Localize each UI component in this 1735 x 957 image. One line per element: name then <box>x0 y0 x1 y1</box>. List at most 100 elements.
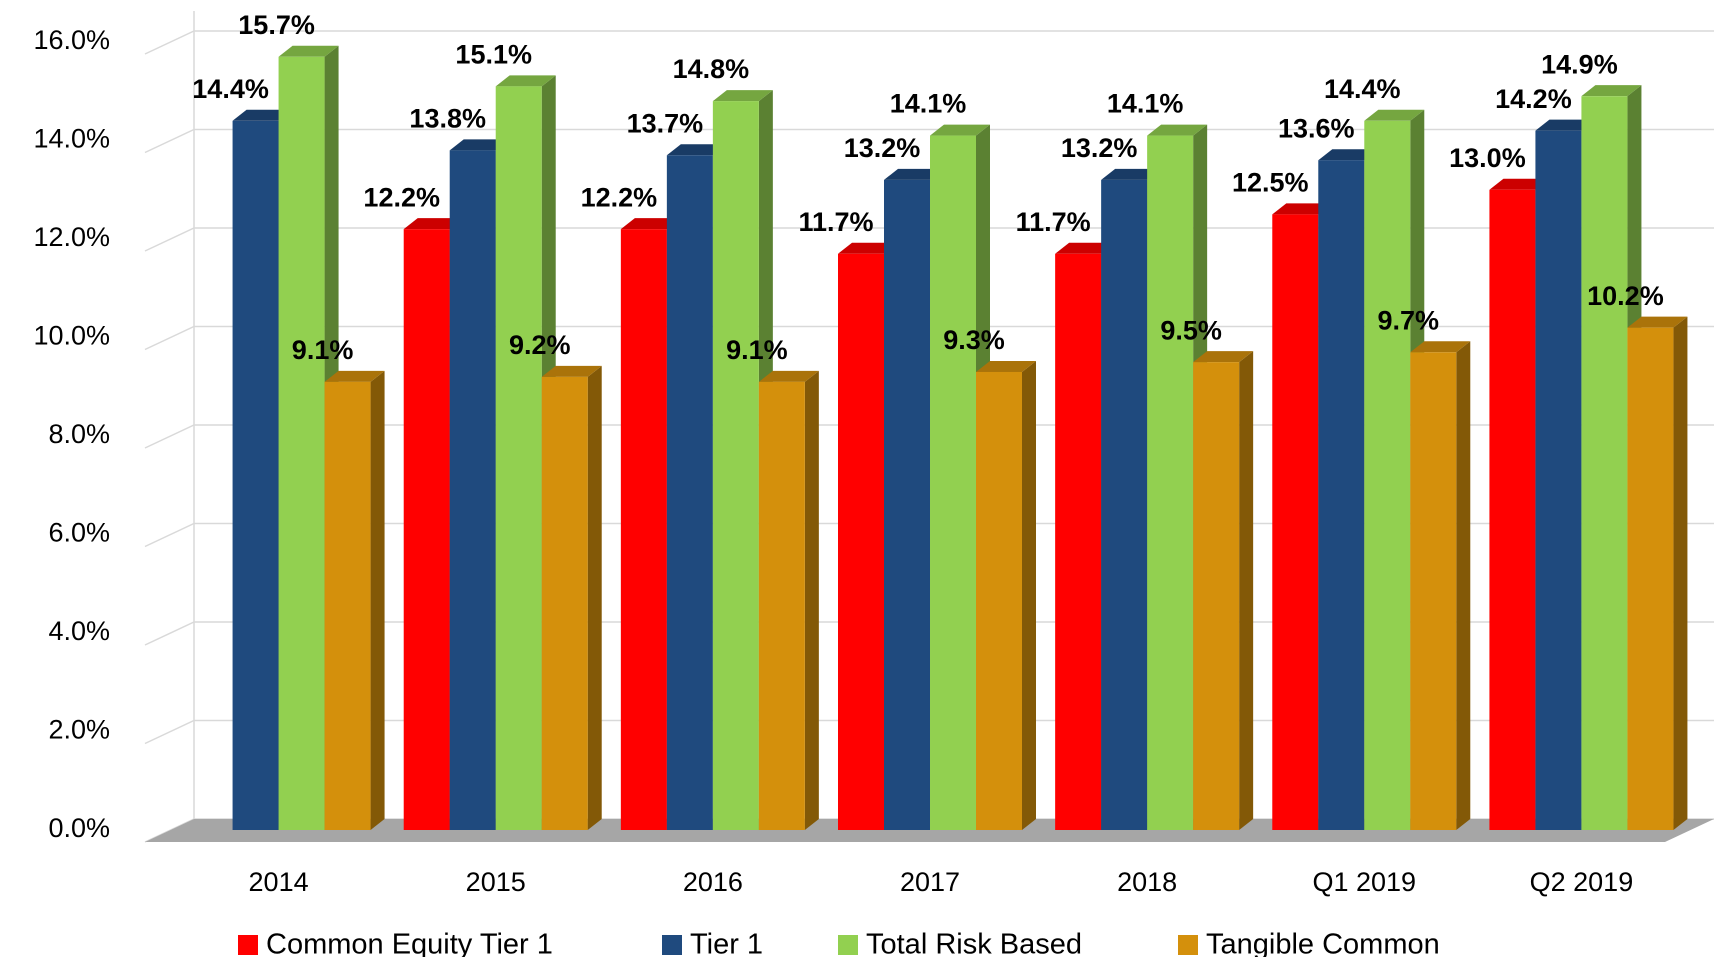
y-tick-label: 6.0% <box>48 518 110 548</box>
bar <box>1489 189 1536 830</box>
x-tick-label: Q2 2019 <box>1530 867 1634 897</box>
bar-side <box>370 370 385 830</box>
bar <box>324 381 371 830</box>
value-label: 14.4% <box>192 74 269 104</box>
bar <box>1627 327 1674 830</box>
legend-label: Common Equity Tier 1 <box>266 929 553 957</box>
legend-label: Tier 1 <box>690 929 763 957</box>
value-label: 9.7% <box>1378 305 1440 335</box>
bar <box>1364 120 1411 831</box>
value-label: 13.2% <box>844 133 921 163</box>
value-label: 13.2% <box>1061 133 1138 163</box>
bar <box>1055 253 1102 830</box>
bar-top <box>449 139 510 151</box>
value-label: 14.1% <box>1107 89 1184 119</box>
bar-top <box>1101 168 1162 180</box>
bar-side <box>1456 341 1471 830</box>
bar-top <box>1193 351 1254 363</box>
value-label: 15.7% <box>238 10 315 40</box>
bar-top <box>838 242 898 254</box>
bar <box>1535 130 1582 830</box>
grid-line <box>144 325 1714 351</box>
value-label: 13.8% <box>409 103 486 133</box>
bar-top <box>1318 149 1379 161</box>
y-tick-label: 0.0% <box>48 813 110 843</box>
value-label: 14.2% <box>1495 84 1572 114</box>
x-tick-label: 2016 <box>683 867 743 897</box>
bar-side <box>1239 351 1254 830</box>
x-tick-label: 2018 <box>1117 867 1177 897</box>
bar-top <box>884 168 944 180</box>
y-tick-label: 12.0% <box>33 222 110 252</box>
x-tick-label: Q1 2019 <box>1312 867 1416 897</box>
value-label: 14.1% <box>890 89 967 119</box>
bar-side <box>1673 316 1688 830</box>
legend-swatch <box>662 935 682 955</box>
bar <box>1581 96 1628 831</box>
legend-swatch <box>238 935 258 955</box>
grid-line <box>144 128 1714 154</box>
bar <box>758 381 805 830</box>
value-label: 14.4% <box>1324 74 1401 104</box>
bar <box>666 155 713 830</box>
bar-side <box>1022 360 1036 830</box>
legend-label: Tangible Common <box>1206 929 1440 957</box>
bar-top <box>403 218 464 230</box>
bar <box>278 56 325 830</box>
value-label: 12.2% <box>581 182 658 212</box>
value-label: 9.1% <box>292 335 354 365</box>
bar <box>976 371 1022 830</box>
value-label: 12.5% <box>1232 168 1309 198</box>
y-tick-label: 16.0% <box>33 25 110 55</box>
y-tick-label: 2.0% <box>48 715 110 745</box>
bar <box>1318 160 1365 830</box>
bar-top <box>976 360 1036 372</box>
bar <box>1193 362 1240 830</box>
bar <box>232 120 279 831</box>
value-label: 12.2% <box>363 182 440 212</box>
bar <box>1147 135 1194 830</box>
bar <box>1410 352 1457 830</box>
bar-top <box>1581 85 1642 97</box>
bar-top <box>1055 242 1116 254</box>
bar <box>1101 179 1148 830</box>
bar-top <box>1410 341 1471 353</box>
x-tick-label: 2015 <box>466 867 526 897</box>
bar <box>620 229 667 830</box>
y-tick-label: 8.0% <box>48 419 110 449</box>
bar <box>884 179 930 830</box>
y-tick-label: 14.0% <box>33 124 110 154</box>
value-label: 9.3% <box>943 325 1005 355</box>
legend-swatch <box>838 935 858 955</box>
y-tick-label: 4.0% <box>48 616 110 646</box>
bar-top <box>1535 119 1596 131</box>
bar <box>838 253 884 830</box>
bar <box>930 135 976 830</box>
value-label: 14.8% <box>673 54 750 84</box>
x-tick-label: 2014 <box>249 867 309 897</box>
x-tick-label: 2017 <box>900 867 960 897</box>
bar <box>1272 214 1319 830</box>
value-label: 13.6% <box>1278 113 1355 143</box>
bar-top <box>712 90 773 102</box>
value-label: 10.2% <box>1587 281 1664 311</box>
value-label: 11.7% <box>798 207 873 237</box>
grid-line <box>144 227 1714 252</box>
bar <box>403 229 450 830</box>
value-label: 14.9% <box>1541 49 1618 79</box>
bar-top <box>666 144 727 156</box>
bar-top <box>324 370 385 382</box>
value-label: 9.1% <box>726 335 788 365</box>
bar <box>541 376 588 830</box>
bar-top <box>1364 109 1425 121</box>
bar-top <box>278 45 339 57</box>
bar-top <box>930 124 990 136</box>
bar <box>495 86 542 830</box>
bar-side <box>804 370 819 830</box>
bar-top <box>1147 124 1208 136</box>
legend-swatch <box>1178 935 1198 955</box>
bar-top <box>495 75 556 87</box>
bar-top <box>1272 203 1333 215</box>
bar-top <box>541 365 602 377</box>
